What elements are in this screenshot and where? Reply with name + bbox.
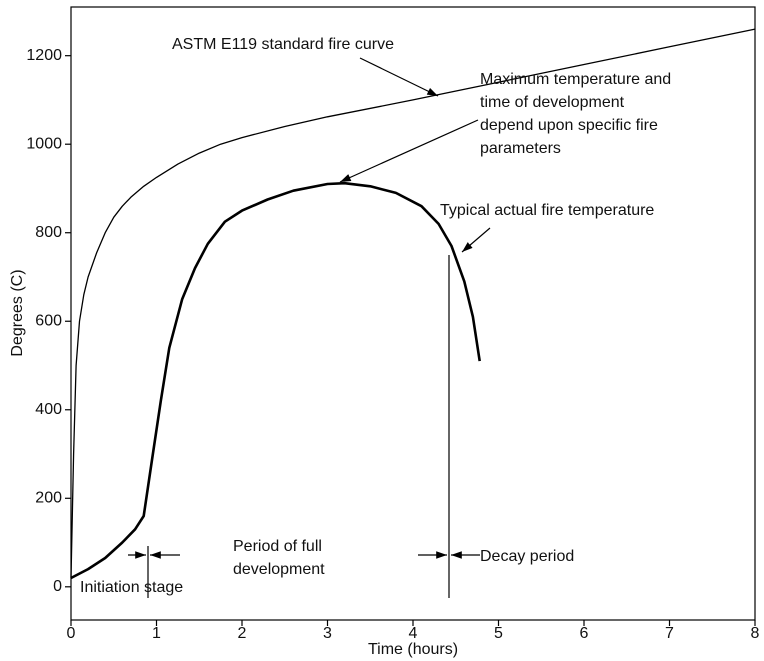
x-axis-title: Time (hours)	[368, 641, 458, 658]
annotation: parameters	[480, 140, 561, 157]
y-tick-label: 200	[35, 490, 62, 507]
arrow	[461, 227, 491, 253]
y-tick-label: 1000	[26, 135, 62, 152]
y-tick-label: 800	[35, 224, 62, 241]
y-tick-label: 400	[35, 401, 62, 418]
y-tick-label: 600	[35, 312, 62, 329]
annotation: time of development	[480, 94, 625, 111]
annotation: Maximum temperature and	[480, 71, 671, 88]
x-tick-label: 5	[494, 625, 503, 642]
x-tick-label: 1	[152, 625, 161, 642]
arrow	[359, 57, 439, 97]
arrow	[339, 119, 479, 183]
annotation: Period of full	[233, 538, 322, 555]
annotation: Decay period	[480, 548, 574, 565]
annotation: Typical actual fire temperature	[440, 202, 654, 219]
x-tick-label: 6	[580, 625, 589, 642]
line	[70, 28, 756, 579]
annotation: depend upon specific fire	[480, 117, 658, 134]
x-tick-label: 2	[238, 625, 247, 642]
x-tick-label: 8	[751, 625, 760, 642]
annotations	[128, 57, 491, 598]
x-tick-label: 0	[67, 625, 76, 642]
x-tick-label: 4	[409, 625, 418, 642]
plot-frame	[70, 6, 756, 621]
y-tick-label: 0	[53, 578, 62, 595]
x-tick-label: 7	[665, 625, 674, 642]
x-tick-label: 3	[323, 625, 332, 642]
annotation: Initiation stage	[80, 579, 183, 596]
annotation: ASTM E119 standard fire curve	[172, 36, 394, 53]
annotation: development	[233, 561, 325, 578]
line	[70, 181, 481, 580]
y-axis-title: Degrees (C)	[9, 269, 26, 356]
y-tick-label: 1200	[26, 47, 62, 64]
